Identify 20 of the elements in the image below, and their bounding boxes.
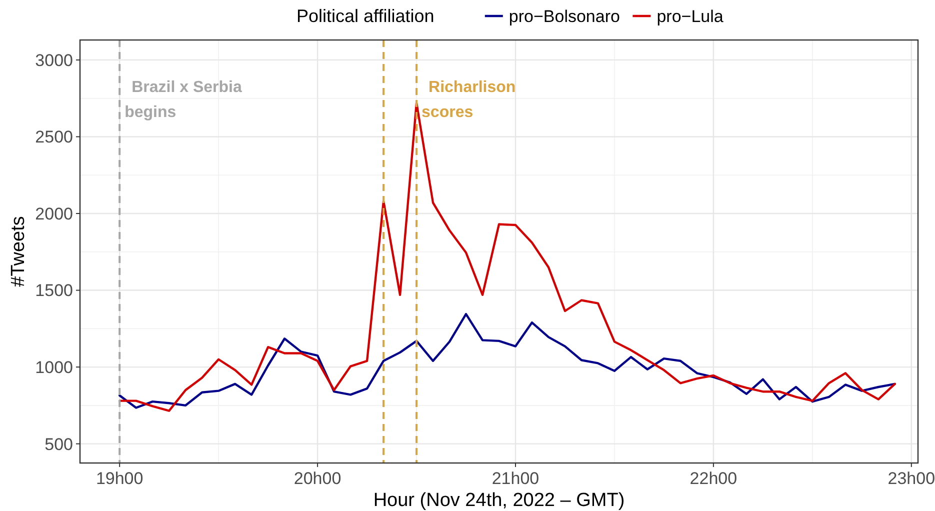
y-axis-title: #Tweets	[8, 216, 29, 287]
x-tick-label: 23h00	[888, 469, 935, 488]
y-tick-label: 500	[44, 434, 73, 454]
x-tick-label: 20h00	[294, 469, 342, 488]
legend-label: pro−Bolsonaro	[508, 7, 620, 26]
x-tick-label: 22h00	[690, 469, 738, 488]
legend-title: Political affiliation	[296, 6, 434, 26]
legend-label: pro−Lula	[656, 7, 724, 26]
y-tick-label: 2000	[35, 204, 73, 224]
ref-line-label: Richarlison scores	[422, 79, 516, 121]
y-tick-label: 1000	[35, 358, 73, 377]
y-tick-label: 1500	[35, 281, 73, 300]
line-series	[118, 102, 896, 412]
y-tick-label: 2500	[35, 128, 73, 147]
ref-line-label: Brazil x Serbia begins	[124, 79, 242, 121]
x-tick-label: 19h00	[96, 469, 144, 488]
x-axis-title: Hour (Nov 24th, 2022 – GMT)	[373, 490, 625, 511]
x-tick-label: 21h00	[492, 469, 540, 488]
line-series	[118, 312, 896, 409]
y-tick-label: 3000	[35, 50, 73, 70]
